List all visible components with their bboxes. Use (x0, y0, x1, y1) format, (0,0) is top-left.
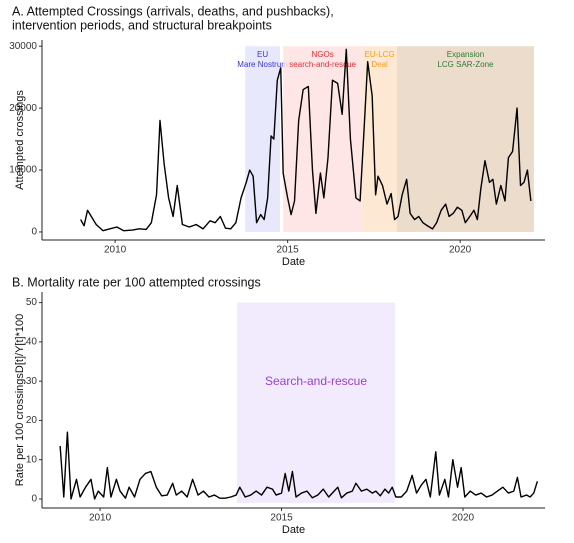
period-label: NGOs (312, 50, 334, 59)
chart-title: B. Mortality rate per 100 attempted cros… (12, 275, 261, 289)
period-label: EU (257, 50, 268, 59)
y-axis-title: Rate per 100 crossingsD[t]/Y[t]*100 (14, 314, 26, 486)
x-tick-label: 2020 (452, 513, 475, 524)
period-label: Mare Nostrum (237, 60, 288, 69)
x-axis-title: Date (282, 256, 305, 268)
period-label: Deal (371, 60, 388, 69)
y-tick-label: 20000 (9, 103, 37, 114)
x-tick-label: 2010 (89, 513, 112, 524)
chart-title: A. Attempted Crossings (arrivals, deaths… (12, 4, 334, 18)
series-line (59, 431, 539, 500)
y-tick-label: 10 (26, 454, 38, 465)
period-label: LCG SAR-Zone (437, 60, 494, 69)
period-label: Search-and-rescue (265, 374, 367, 388)
x-tick-label: 2015 (277, 245, 300, 256)
y-tick-label: 0 (31, 227, 37, 238)
period-label: Expansion (447, 50, 484, 59)
period-region (245, 46, 281, 232)
period-label: search-and-rescue (289, 60, 356, 69)
y-tick-label: 50 (26, 297, 38, 308)
y-axis-title: Attempted crossings (14, 90, 26, 190)
x-axis-title: Date (282, 524, 305, 536)
x-tick-label: 2015 (270, 513, 293, 524)
period-region (362, 46, 397, 232)
period-region (396, 46, 534, 232)
y-tick-label: 20 (26, 415, 38, 426)
y-tick-label: 0 (31, 494, 37, 505)
chart-title: intervention periods, and structural bre… (12, 18, 272, 32)
period-label: EU-LCG (364, 50, 394, 59)
y-tick-label: 40 (26, 337, 38, 348)
x-tick-label: 2020 (449, 245, 472, 256)
period-region (283, 46, 363, 232)
y-tick-label: 10000 (9, 165, 37, 176)
y-tick-label: 30000 (9, 41, 37, 52)
period-region (236, 302, 396, 503)
y-tick-label: 30 (26, 376, 38, 387)
x-tick-label: 2010 (104, 245, 127, 256)
series-line (80, 48, 532, 232)
